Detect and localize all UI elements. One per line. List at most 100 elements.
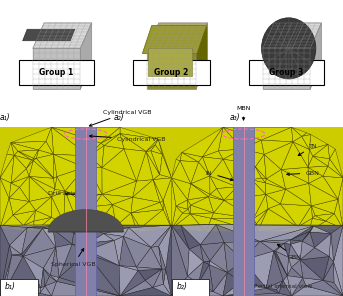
Polygon shape [89,146,104,168]
Polygon shape [36,197,51,217]
Polygon shape [333,225,343,296]
Polygon shape [120,281,153,296]
Polygon shape [151,151,163,175]
Polygon shape [275,243,288,257]
Polygon shape [86,250,119,266]
Polygon shape [85,226,104,243]
Polygon shape [11,141,46,150]
Polygon shape [120,287,172,296]
Polygon shape [158,139,172,178]
Polygon shape [291,226,314,240]
Polygon shape [265,183,286,194]
Polygon shape [216,187,237,200]
Polygon shape [255,167,266,179]
Polygon shape [153,175,172,180]
Text: Cylindrical VGB: Cylindrical VGB [90,110,151,126]
Polygon shape [159,246,166,269]
Polygon shape [237,162,246,187]
Polygon shape [131,209,163,228]
Polygon shape [137,228,172,232]
Polygon shape [300,248,329,260]
Polygon shape [243,140,264,155]
Polygon shape [306,280,343,296]
Polygon shape [209,197,224,213]
Polygon shape [120,127,158,139]
Polygon shape [191,184,210,197]
Polygon shape [210,176,237,189]
Polygon shape [87,240,114,250]
FancyBboxPatch shape [133,60,210,85]
Polygon shape [89,234,114,243]
Polygon shape [293,136,309,149]
Polygon shape [75,119,96,296]
Polygon shape [159,155,172,178]
Polygon shape [257,209,298,232]
Polygon shape [182,127,223,157]
Polygon shape [54,154,57,178]
Polygon shape [86,221,116,232]
Polygon shape [51,127,120,143]
Polygon shape [315,214,334,221]
Polygon shape [240,149,255,167]
Polygon shape [172,225,189,276]
Polygon shape [313,156,330,166]
Polygon shape [23,229,56,256]
Polygon shape [74,167,88,194]
Polygon shape [223,282,266,296]
Polygon shape [308,166,328,176]
Polygon shape [260,240,291,243]
Polygon shape [29,176,51,202]
Polygon shape [151,145,163,155]
Polygon shape [9,187,29,202]
Polygon shape [50,275,59,281]
Polygon shape [311,199,338,214]
Polygon shape [172,178,191,200]
FancyBboxPatch shape [249,60,324,85]
Polygon shape [281,170,309,189]
Polygon shape [23,29,75,41]
Polygon shape [292,278,306,296]
Polygon shape [308,167,323,183]
Polygon shape [280,204,311,227]
Polygon shape [188,200,191,209]
Polygon shape [142,25,206,54]
Polygon shape [160,201,163,209]
Polygon shape [202,157,223,176]
Polygon shape [256,209,268,232]
Polygon shape [146,139,158,151]
Polygon shape [76,199,93,218]
Polygon shape [86,253,120,296]
Polygon shape [314,225,343,234]
Polygon shape [275,251,288,276]
Polygon shape [291,241,302,260]
Polygon shape [9,183,20,198]
Polygon shape [113,205,131,226]
Polygon shape [87,240,119,266]
Polygon shape [333,262,343,296]
Polygon shape [102,149,137,181]
Polygon shape [151,225,172,247]
Polygon shape [133,180,153,197]
Polygon shape [102,181,137,197]
Polygon shape [264,142,293,170]
Polygon shape [123,237,151,267]
Polygon shape [214,200,253,218]
Polygon shape [172,161,191,184]
Polygon shape [11,155,26,183]
Circle shape [261,18,316,79]
Polygon shape [23,256,43,288]
Polygon shape [172,178,188,206]
Polygon shape [202,127,223,157]
Polygon shape [123,228,151,247]
Polygon shape [57,277,120,296]
Polygon shape [180,152,199,162]
Polygon shape [172,283,213,296]
Polygon shape [53,229,72,247]
Polygon shape [0,255,12,296]
Polygon shape [292,127,307,136]
Polygon shape [210,189,224,200]
Polygon shape [253,194,268,218]
Polygon shape [51,197,64,222]
Polygon shape [124,149,146,181]
Polygon shape [153,284,172,296]
